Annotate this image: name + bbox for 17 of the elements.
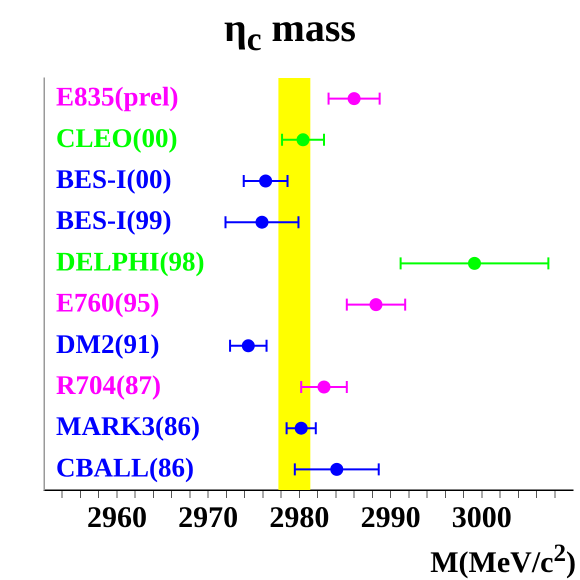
y-tick-label: DM2(91) bbox=[56, 328, 160, 359]
y-tick-label: CBALL(86) bbox=[56, 452, 194, 482]
y-tick-label: E835(prel) bbox=[56, 82, 178, 112]
x-tick-label: 2960 bbox=[86, 500, 147, 534]
chart-title: η$_{c}$ mass bbox=[223, 4, 357, 59]
y-tick-label: R704(87) bbox=[56, 370, 161, 400]
y-tick-label: CLEO(00) bbox=[56, 122, 178, 153]
x-tick-label: 3000 bbox=[452, 500, 512, 534]
x-tick-label: 2990 bbox=[360, 500, 421, 534]
y-tick-label: E760(95) bbox=[56, 288, 160, 318]
y-tick-label: BES-I(00) bbox=[56, 164, 172, 194]
x-axis-title: M(MeV/c$^{2}$) bbox=[430, 540, 576, 580]
y-tick-label: BES-I(99) bbox=[56, 205, 172, 236]
x-tick-label: 2970 bbox=[178, 500, 238, 534]
x-tick-label: 2980 bbox=[269, 500, 330, 534]
y-tick-label: MARK3(86) bbox=[56, 411, 200, 442]
y-tick-label: DELPHI(98) bbox=[56, 246, 204, 276]
